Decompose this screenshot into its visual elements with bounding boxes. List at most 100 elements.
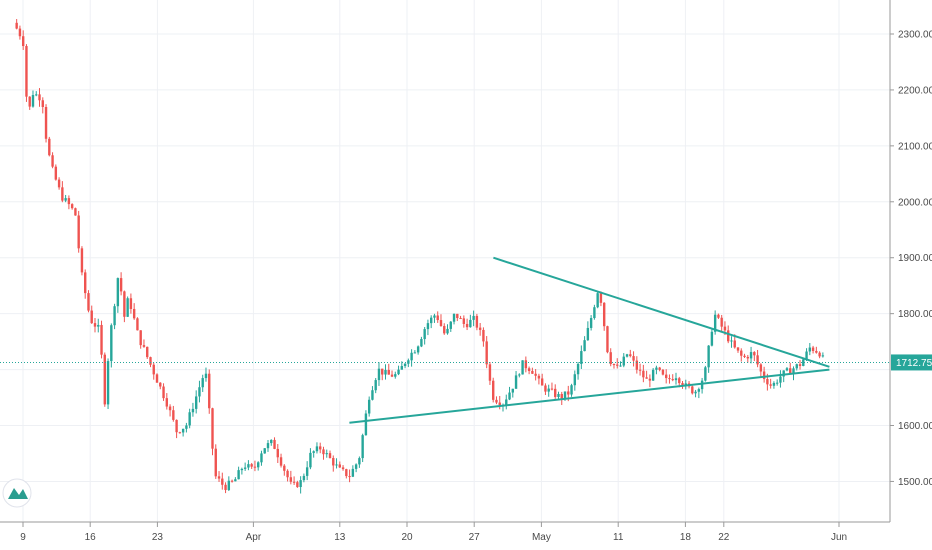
candle-83 <box>286 469 289 482</box>
candle-178 <box>596 292 599 309</box>
y-tick-label: 2000.00 <box>898 197 932 208</box>
candle-193 <box>645 370 648 379</box>
y-tick-label: 1800.00 <box>898 309 932 320</box>
trendline-descending-resistance[interactable] <box>493 256 830 368</box>
candle-30 <box>113 303 116 330</box>
candle-0 <box>15 19 18 30</box>
candle-187 <box>625 353 629 358</box>
candle-177 <box>593 304 596 320</box>
candle-152 <box>511 388 514 398</box>
trendline-ascending-support[interactable] <box>349 368 830 424</box>
candle-104 <box>354 463 358 473</box>
candle-76 <box>263 448 266 454</box>
candle-44 <box>159 382 162 390</box>
candle-19 <box>77 210 80 253</box>
candle-16 <box>67 195 71 210</box>
candle-58 <box>204 367 208 382</box>
candle-118 <box>400 361 404 370</box>
candle-160 <box>537 373 541 385</box>
candle-134 <box>452 313 456 325</box>
candle-180 <box>602 302 606 331</box>
candle-34 <box>126 296 129 317</box>
candle-5 <box>31 90 35 108</box>
candle-65 <box>227 476 231 492</box>
candle-237 <box>789 362 792 374</box>
candle-150 <box>505 394 508 410</box>
x-tick-label: 20 <box>401 532 413 543</box>
candle-163 <box>547 384 550 397</box>
x-tick-label: 11 <box>613 532 624 543</box>
candle-109 <box>371 386 374 401</box>
candle-82 <box>283 464 286 476</box>
candle-6 <box>35 91 38 97</box>
candle-138 <box>465 318 469 331</box>
candle-78 <box>270 439 273 446</box>
candle-172 <box>576 361 580 380</box>
candle-136 <box>459 315 462 320</box>
candle-156 <box>524 356 528 373</box>
candle-102 <box>348 469 351 483</box>
candle-114 <box>387 363 390 375</box>
candle-211 <box>704 365 707 382</box>
candle-127 <box>429 315 433 329</box>
candle-244 <box>811 345 815 354</box>
candle-221 <box>736 347 740 353</box>
candle-52 <box>185 422 188 433</box>
x-tick-label: 23 <box>152 532 164 543</box>
candle-179 <box>599 291 603 307</box>
candle-20 <box>80 246 84 276</box>
candle-161 <box>540 373 544 386</box>
y-tick-label: 2300.00 <box>898 30 932 41</box>
candle-228 <box>759 363 763 378</box>
candle-13 <box>57 177 61 190</box>
candle-125 <box>423 327 426 345</box>
candle-189 <box>632 351 635 367</box>
candle-101 <box>345 468 348 479</box>
candle-164 <box>550 382 554 391</box>
candle-95 <box>325 449 328 458</box>
candle-133 <box>449 321 452 332</box>
x-tick-label: Jun <box>831 532 847 543</box>
logo-watermark <box>2 478 32 508</box>
candle-74 <box>257 461 260 471</box>
candle-27 <box>103 352 106 407</box>
candle-108 <box>367 396 371 417</box>
candle-210 <box>700 377 704 394</box>
candle-15 <box>64 194 67 203</box>
y-axis-ticks: 2300.00 2200.00 2100.00 2000.00 1900.00 1800.… <box>890 30 932 488</box>
candle-89 <box>305 461 309 481</box>
candle-130 <box>439 314 443 327</box>
candle-239 <box>795 363 798 371</box>
candle-106 <box>361 433 364 463</box>
x-tick-label: 16 <box>85 532 97 543</box>
candle-31 <box>116 277 120 313</box>
candle-245 <box>815 346 818 354</box>
candle-49 <box>175 419 178 439</box>
candle-25 <box>97 318 100 333</box>
candle-145 <box>488 362 492 385</box>
candle-147 <box>495 396 498 405</box>
candle-174 <box>583 336 586 352</box>
candle-53 <box>188 408 191 429</box>
candle-70 <box>243 462 247 471</box>
candle-185 <box>619 361 622 367</box>
candle-198 <box>661 368 665 376</box>
candle-196 <box>655 365 658 375</box>
candle-9 <box>44 104 48 143</box>
candle-132 <box>446 324 449 335</box>
candle-231 <box>769 378 772 389</box>
candle-121 <box>410 349 413 367</box>
candle-225 <box>749 346 753 364</box>
candle-154 <box>518 373 521 378</box>
candle-190 <box>635 356 639 374</box>
candle-215 <box>717 313 720 319</box>
candle-223 <box>743 353 746 359</box>
candle-1 <box>18 25 22 40</box>
candle-110 <box>374 378 377 394</box>
candle-146 <box>492 377 495 403</box>
candle-184 <box>616 358 619 369</box>
candle-26 <box>100 320 103 359</box>
candle-139 <box>469 314 472 328</box>
gridlines <box>0 0 890 522</box>
